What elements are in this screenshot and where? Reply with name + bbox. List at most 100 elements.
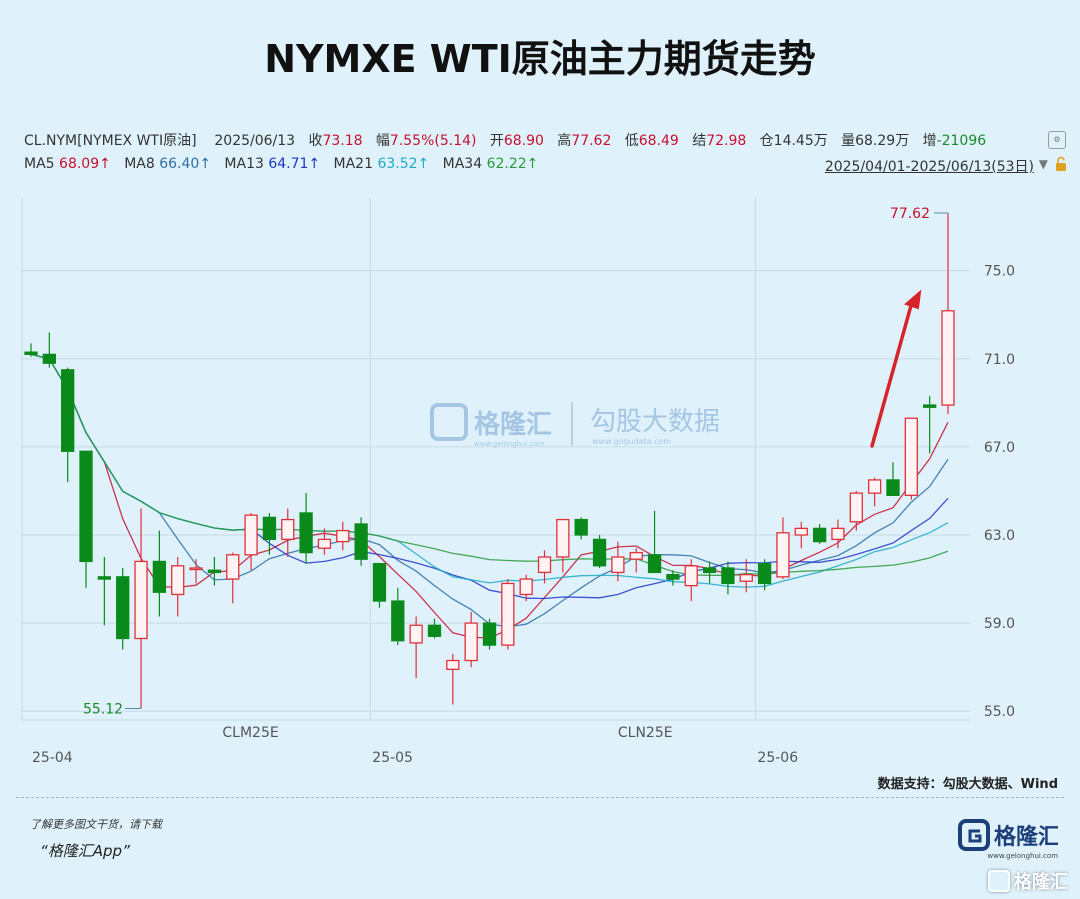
candle (354, 517, 368, 566)
low-value: 68.49 (638, 133, 679, 149)
lock-icon[interactable] (1054, 156, 1068, 172)
candle-body-up (501, 582, 515, 646)
candle-body-up (537, 556, 552, 574)
candle (244, 512, 258, 571)
footer-app-name: “格隆汇App” (40, 842, 130, 860)
candle (482, 618, 497, 650)
oi-value: 14.45万 (773, 133, 828, 149)
settings-icon[interactable]: ⚙ (1048, 131, 1066, 149)
candle-body-up (849, 492, 863, 523)
y-tick-label: 55.0 (984, 704, 1015, 720)
candle-body-up (519, 578, 533, 596)
corner-watermark: 格隆汇 (988, 869, 1068, 893)
candle-body-down (42, 353, 56, 364)
ma34-line (30, 353, 949, 577)
watermark-left-sub: www.gelonghui.com (474, 440, 545, 448)
candle (427, 618, 442, 639)
change-label: 幅 (375, 133, 390, 149)
ma5-line (30, 353, 949, 639)
candle (629, 548, 643, 573)
ma13-value: 64.71↑ (268, 156, 321, 172)
ma21-line (30, 353, 949, 588)
moving-average-lines (30, 353, 949, 639)
candle (904, 417, 918, 500)
oi-change-value: -21096 (936, 133, 987, 149)
candle (666, 570, 680, 586)
candle (776, 517, 790, 580)
candle-body-up (244, 514, 258, 556)
candle (61, 367, 75, 483)
candle-body-up (776, 532, 790, 578)
candle (794, 521, 808, 549)
candle (464, 612, 478, 668)
close-label: 收 (308, 133, 323, 149)
candle (446, 653, 460, 705)
candle (42, 332, 56, 368)
candle (409, 616, 423, 679)
candle (923, 396, 937, 454)
candle (79, 450, 93, 588)
candle (281, 508, 295, 558)
candle (702, 561, 717, 584)
footer-logo-sub: www.gelonghui.com (987, 852, 1058, 860)
ma8-line (30, 353, 949, 628)
dropdown-icon[interactable]: ▼ (1038, 157, 1048, 171)
data-source: 数据支持：勾股大数据、Wind (877, 777, 1058, 792)
candle (336, 521, 350, 551)
candle (207, 557, 222, 586)
candle-body-up (409, 624, 423, 644)
candle (831, 519, 845, 549)
min-label: 55.12 (83, 702, 123, 718)
candle (812, 523, 827, 544)
open-value: 68.90 (503, 133, 544, 149)
candle (867, 477, 882, 507)
axis-labels: 75.0 71.0 67.0 63.0 59.0 55.0 25-04 25-05 25-06 C… (32, 264, 1015, 766)
candle-body-up (446, 659, 460, 670)
y-tick-label: 63.0 (984, 528, 1015, 544)
candle-body-down (923, 404, 937, 408)
date-range[interactable]: 2025/04/01-2025/06/13(53日) (824, 159, 1034, 175)
y-tick-label: 75.0 (984, 264, 1015, 280)
vol-label: 量 (841, 133, 856, 149)
y-tick-label: 59.0 (984, 616, 1015, 632)
candle (886, 462, 900, 496)
trend-arrow-head (904, 289, 922, 310)
corner-logo-icon (988, 870, 1010, 892)
candle (592, 534, 607, 569)
candle-body-down (79, 450, 93, 563)
candle (849, 490, 863, 531)
candle-body-up (904, 417, 918, 496)
candle (152, 530, 167, 617)
oi-change-label: 增 (922, 133, 937, 149)
candle-body-down (427, 624, 442, 637)
candle (739, 559, 753, 593)
candle-body-down (592, 538, 607, 567)
candle (372, 562, 387, 608)
ma5-label: MA5 (24, 156, 55, 172)
candle-body-up (831, 527, 845, 541)
ma34-value: 62.22↑ (486, 156, 539, 172)
candle-body-down (299, 512, 313, 554)
ma34-label: MA34 (442, 156, 483, 172)
candle-body-down (116, 576, 130, 640)
ma-bar: MA5 68.09↑ MA8 66.40↑ MA13 64.71↑ MA21 6… (24, 156, 538, 172)
footer-logo: 格隆汇 (958, 819, 1058, 851)
quote-bar: CL.NYM[NYMEX WTI原油] 2025/06/13 收73.18 幅7… (24, 130, 986, 150)
candle-body-down (757, 562, 772, 585)
candle (226, 552, 240, 604)
candle (171, 557, 185, 617)
candle-body-down (207, 569, 222, 574)
trend-arrow-line (870, 300, 914, 448)
y-tick-label: 71.0 (984, 352, 1015, 368)
ma13-label: MA13 (224, 156, 264, 172)
candle-body-down (647, 554, 662, 574)
ma5-value: 68.09↑ (59, 156, 111, 172)
candle-body-up (464, 622, 478, 662)
ma13-line (30, 353, 949, 600)
candle (391, 587, 405, 646)
contract-label: CLM25E (222, 725, 278, 741)
candle (519, 574, 533, 602)
candle-body-down (721, 567, 735, 585)
ma8-label: MA8 (124, 156, 155, 172)
candle (757, 559, 772, 591)
